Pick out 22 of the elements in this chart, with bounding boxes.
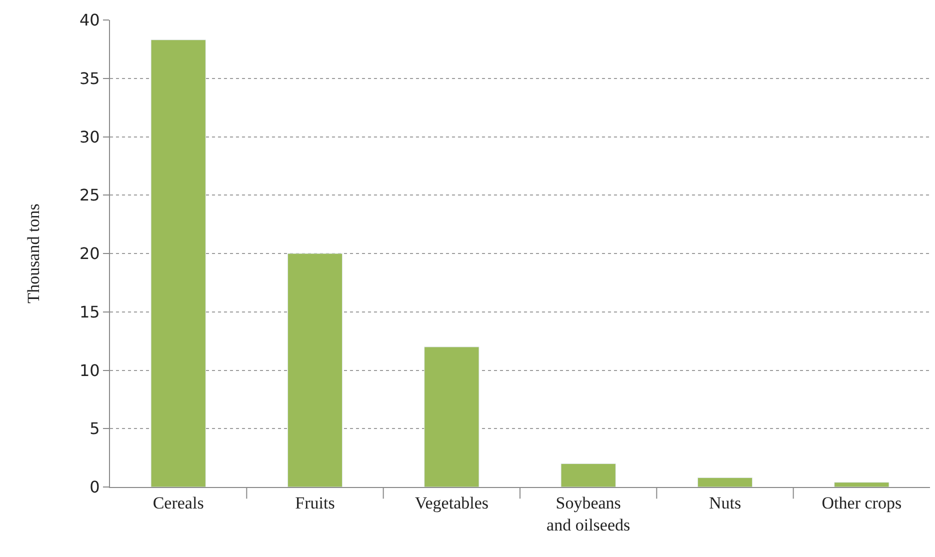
x-tick-label: Fruits — [295, 493, 335, 512]
bar — [287, 253, 343, 487]
y-tick-label: 35 — [79, 68, 100, 88]
bar — [150, 40, 206, 487]
y-tick-label: 0 — [90, 478, 100, 497]
x-tick-label: Cereals — [152, 493, 204, 512]
y-tick-label: 25 — [79, 186, 100, 205]
y-tick-label: 5 — [90, 419, 100, 438]
x-tick-label: Nuts — [708, 493, 742, 512]
y-axis-title: Thousand tons — [24, 204, 43, 304]
bar — [834, 482, 890, 487]
x-tick-label: Vegetables — [414, 493, 488, 512]
y-tick-label: 15 — [79, 302, 100, 322]
y-tick-label: 30 — [79, 127, 100, 146]
y-tick-label: 40 — [79, 10, 100, 30]
x-tick-label: Other crops — [822, 493, 902, 512]
bar — [697, 477, 753, 487]
bar — [424, 346, 480, 487]
y-tick-label: 10 — [79, 360, 100, 380]
x-tick-label: Soybeans and oilseeds — [546, 493, 630, 534]
y-tick-label: 20 — [79, 244, 100, 264]
bar — [560, 463, 616, 487]
